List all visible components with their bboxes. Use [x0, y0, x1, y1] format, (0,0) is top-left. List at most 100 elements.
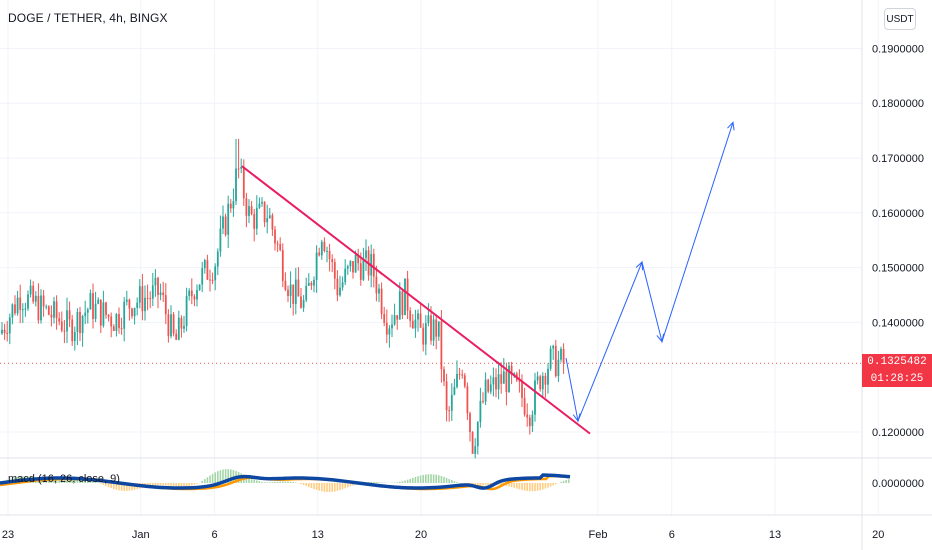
- candle-body: [60, 321, 63, 331]
- macd-histogram-bar: [66, 478, 68, 483]
- macd-histogram-bar: [425, 474, 427, 483]
- candle-body: [476, 422, 479, 447]
- projection-path: [565, 122, 734, 423]
- macd-histogram-bar: [451, 480, 453, 483]
- price-tick-label: 0.1600000: [872, 208, 924, 220]
- candle-body: [66, 310, 68, 332]
- candle-body: [510, 365, 513, 376]
- candle-body: [359, 263, 362, 280]
- macd-histogram-bar: [321, 483, 323, 492]
- candle-body: [224, 216, 227, 235]
- time-tick-label: 6: [211, 529, 217, 541]
- macd-histogram-bar: [201, 480, 203, 483]
- macd-histogram-bar: [266, 482, 268, 483]
- candle-body: [190, 290, 193, 297]
- macd-line: [0, 473, 571, 490]
- candle-body: [128, 299, 131, 309]
- macd-histogram-bar: [50, 480, 53, 483]
- macd-tick-label: 0.0000000: [872, 478, 924, 490]
- macd-histogram-bar: [373, 482, 375, 483]
- candle-body: [307, 282, 310, 286]
- macd-histogram-bar: [61, 479, 63, 483]
- candle-body: [84, 312, 87, 317]
- candle-body: [276, 243, 279, 245]
- macd-histogram-bar: [531, 483, 534, 492]
- candle-body: [430, 315, 432, 341]
- candle-body: [151, 285, 154, 299]
- macd-histogram-bar: [217, 471, 219, 483]
- macd-histogram-bar: [248, 477, 250, 483]
- macd-histogram-bar: [224, 469, 227, 483]
- candle-body: [63, 330, 66, 332]
- macd-indicator-label[interactable]: macd (16, 26, close, 9): [8, 473, 120, 485]
- macd-histogram-bar: [401, 481, 404, 483]
- macd-histogram-bar: [523, 483, 526, 491]
- candle-body: [141, 286, 144, 312]
- macd-histogram-bar: [440, 476, 443, 483]
- macd-histogram-bar: [308, 483, 310, 487]
- macd-histogram-bar: [487, 483, 489, 486]
- last-price-label: 0.1325482: [862, 354, 932, 372]
- candle-body: [232, 201, 235, 209]
- macd-histogram-bar: [175, 483, 177, 487]
- candle-body: [250, 206, 253, 215]
- candle-body: [391, 324, 393, 329]
- macd-histogram-bar: [253, 479, 255, 483]
- candle-body: [393, 315, 396, 325]
- macd-histogram-bar: [555, 483, 557, 485]
- currency-button[interactable]: USDT: [884, 8, 916, 30]
- candle-body: [508, 365, 510, 393]
- macd-histogram-bar: [529, 483, 531, 492]
- candle-body: [554, 345, 557, 377]
- macd-histogram-bar: [422, 474, 424, 483]
- macd-histogram-bar: [302, 483, 305, 485]
- macd-histogram-bar: [263, 482, 266, 483]
- macd-histogram-bar: [562, 480, 565, 483]
- candle-body: [378, 288, 380, 294]
- macd-histogram-bar: [518, 483, 521, 490]
- macd-histogram-bar: [172, 483, 175, 487]
- macd-histogram-bar: [328, 483, 331, 492]
- time-tick-label: 13: [312, 529, 324, 541]
- candle-body: [237, 168, 240, 170]
- macd-histogram-bar: [58, 479, 60, 483]
- macd-histogram-bar: [180, 483, 183, 487]
- candle-body: [68, 310, 71, 320]
- macd-histogram-bar: [53, 480, 55, 483]
- macd-histogram-bar: [544, 483, 547, 489]
- macd-histogram-bar: [510, 483, 513, 488]
- candle-body: [497, 374, 500, 390]
- price-tick-label: 0.1500000: [872, 263, 924, 275]
- candle-body: [79, 311, 81, 334]
- macd-histogram-bar: [516, 483, 518, 489]
- macd-histogram-bar: [380, 482, 383, 483]
- candle-body: [287, 289, 289, 297]
- candle-body: [526, 414, 529, 418]
- candle-body: [549, 348, 552, 369]
- macd-histogram-bar: [97, 482, 99, 483]
- candle-body: [289, 284, 292, 297]
- candle-body: [424, 323, 427, 345]
- candle-body: [450, 394, 453, 411]
- candle-body: [541, 375, 544, 390]
- macd-histogram-bar: [128, 483, 131, 491]
- candle-body: [547, 368, 549, 385]
- macd-histogram-bar: [375, 482, 378, 483]
- candle-body: [203, 260, 206, 269]
- macd-histogram-bar: [313, 483, 315, 489]
- candle-body: [297, 279, 300, 297]
- candle-body: [560, 348, 562, 360]
- candle-body: [292, 284, 295, 304]
- candle-body: [131, 308, 133, 317]
- candle-body: [266, 218, 269, 223]
- macd-histogram-bar: [292, 482, 294, 483]
- time-tick-label: 20: [872, 529, 884, 541]
- macd-histogram-bar: [482, 483, 484, 486]
- macd-histogram-bar: [378, 482, 380, 483]
- candle-body: [466, 386, 469, 414]
- macd-histogram-bar: [484, 483, 487, 486]
- time-tick-label: 20: [415, 529, 427, 541]
- candle-body: [229, 203, 232, 209]
- candle-body: [552, 345, 555, 349]
